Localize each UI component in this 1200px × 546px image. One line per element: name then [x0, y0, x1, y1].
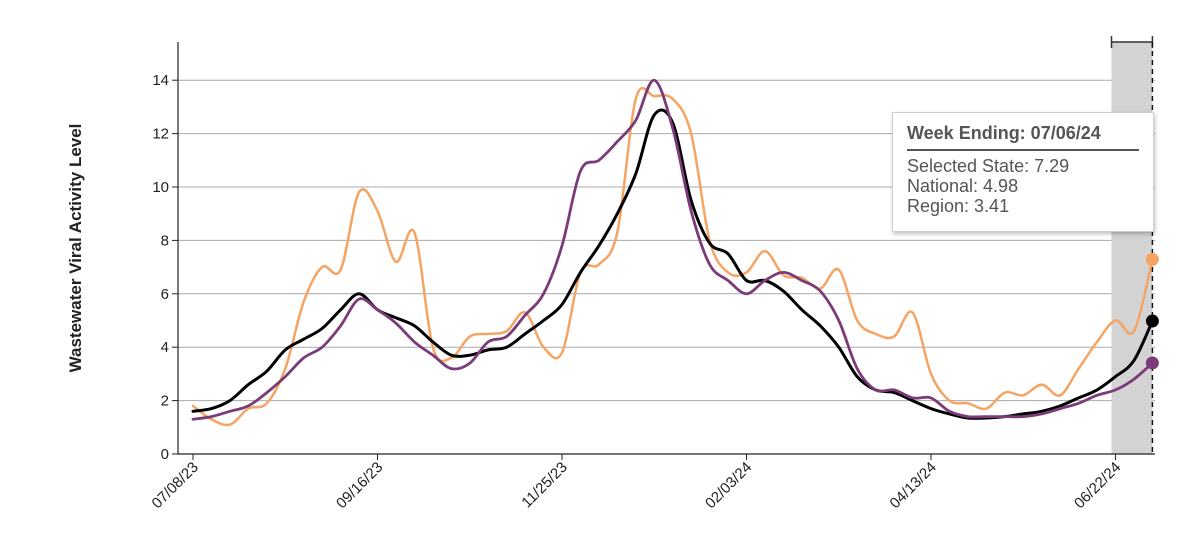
y-tick-label: 8 — [161, 232, 169, 249]
x-tick-label: 11/25/23 — [518, 459, 571, 512]
x-tick-label: 04/13/24 — [887, 459, 940, 512]
series-line-selected-state — [191, 86, 1154, 427]
series-line-region — [191, 78, 1154, 421]
end-point-region — [1145, 356, 1159, 370]
series-lines — [191, 78, 1154, 427]
tooltip-title: Week Ending: 07/06/24 — [907, 123, 1139, 151]
end-point-selected-state — [1145, 252, 1159, 266]
y-tick-label: 4 — [161, 339, 169, 356]
x-tick-label: 09/16/23 — [333, 459, 386, 512]
tooltip-selected-state: Selected State: 7.29 — [907, 156, 1070, 176]
x-tick-label: 06/22/24 — [1071, 459, 1124, 512]
y-tick-label: 12 — [152, 126, 169, 143]
tooltip-region: Region: 3.41 — [907, 196, 1010, 216]
x-tick-label: 02/03/24 — [702, 459, 755, 512]
y-tick-label: 6 — [161, 286, 169, 303]
y-axis-label: Wastewater Viral Activity Level — [66, 124, 85, 373]
y-tick-label: 10 — [152, 179, 169, 196]
grid-lines — [178, 79, 1155, 402]
highlight-rect — [1111, 42, 1153, 454]
y-tick-label: 2 — [161, 393, 169, 410]
tooltip-national: National: 4.98 — [907, 176, 1019, 196]
y-tick-label: 14 — [152, 72, 169, 89]
end-point-national — [1145, 314, 1159, 328]
tooltip: Week Ending: 07/06/24 Selected State: 7.… — [892, 112, 1154, 232]
end-markers — [1145, 252, 1159, 370]
highlight-band — [1110, 36, 1154, 454]
x-tick-label: 07/08/23 — [149, 459, 202, 512]
y-tick-label: 0 — [161, 446, 169, 463]
